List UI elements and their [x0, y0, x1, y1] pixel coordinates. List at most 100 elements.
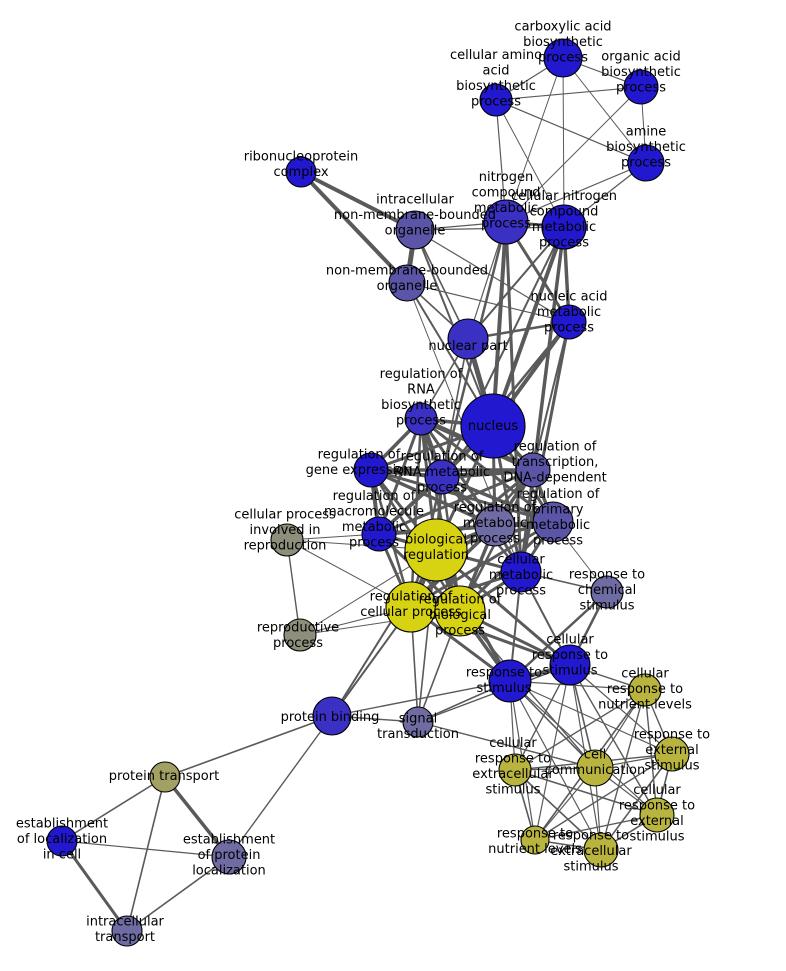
graph-edge — [417, 721, 596, 769]
graph-node-cellular-process-involved-in-reproduction[interactable] — [270, 523, 304, 557]
node-circle[interactable] — [479, 83, 513, 117]
node-circle[interactable] — [46, 825, 78, 857]
graph-edge — [562, 57, 647, 164]
node-circle[interactable] — [543, 38, 583, 78]
node-circle[interactable] — [385, 581, 437, 633]
node-circle[interactable] — [520, 825, 550, 855]
node-circle[interactable] — [639, 797, 675, 833]
graph-edge — [508, 590, 609, 683]
graph-node-protein-transport[interactable] — [149, 761, 181, 793]
graph-node-cellular-metabolic-process[interactable] — [500, 551, 542, 593]
graph-node-cellular-response-to-nutrient-levels[interactable] — [628, 673, 662, 707]
graph-node-intracellular-transport[interactable] — [111, 915, 143, 947]
graph-node-response-to-nutrient-levels[interactable] — [520, 825, 550, 855]
node-circle[interactable] — [500, 551, 542, 593]
graph-node-protein-binding[interactable] — [312, 696, 352, 736]
graph-node-signal-transduction[interactable] — [402, 706, 434, 738]
graph-node-intracellular-non-membrane-bounded-organelle[interactable] — [395, 210, 435, 250]
graph-node-ribonucleoprotein-complex[interactable] — [285, 156, 317, 188]
node-circle[interactable] — [402, 706, 434, 738]
node-circle[interactable] — [628, 673, 662, 707]
node-circle[interactable] — [149, 761, 181, 793]
graph-node-nitrogen-compound-metabolic-process[interactable] — [483, 199, 529, 245]
graph-node-regulation-of-biological-process[interactable] — [434, 585, 486, 637]
graph-node-response-to-stimulus[interactable] — [488, 659, 532, 703]
graph-edge — [414, 229, 570, 323]
graph-node-establishment-of-localization-in-cell[interactable] — [46, 825, 78, 857]
graph-node-cellular-response-to-extracellular-stimulus[interactable] — [498, 753, 532, 787]
node-circle[interactable] — [270, 523, 304, 557]
graph-node-nucleus[interactable] — [460, 393, 526, 459]
graph-edge — [369, 468, 497, 528]
graph-edge — [514, 769, 658, 816]
node-circle[interactable] — [447, 318, 489, 360]
node-circle[interactable] — [474, 505, 516, 547]
graph-node-regulation-of-macromolecule-metabolic-process[interactable] — [361, 516, 397, 552]
graph-edge — [495, 99, 647, 164]
graph-node-organic-acid-biosynthetic-process[interactable] — [623, 69, 659, 105]
graph-edge — [61, 840, 230, 858]
graph-node-cellular-response-to-stimulus[interactable] — [549, 644, 591, 686]
graph-node-regulation-of-primary-metabolic-process[interactable] — [532, 501, 574, 543]
node-circle[interactable] — [488, 659, 532, 703]
node-circle[interactable] — [361, 516, 397, 552]
graph-edge — [299, 170, 417, 232]
graph-node-cellular-nitrogen-compound-metabolic-process[interactable] — [541, 204, 587, 250]
graph-node-response-to-chemical-stimulus[interactable] — [590, 575, 624, 609]
graph-edge — [562, 57, 565, 228]
node-circle[interactable] — [211, 839, 247, 875]
graph-node-regulation-of-transcription-dna-dependent[interactable] — [515, 452, 551, 488]
graph-edge — [377, 520, 555, 536]
node-circle[interactable] — [404, 518, 468, 582]
node-circle[interactable] — [532, 501, 574, 543]
graph-node-regulation-of-gene-expression[interactable] — [353, 452, 389, 488]
graph-edge — [534, 814, 658, 841]
node-circle[interactable] — [404, 402, 438, 436]
node-circle[interactable] — [498, 753, 532, 787]
graph-edge — [514, 689, 646, 771]
graph-node-cellular-amino-acid-biosynthetic-process[interactable] — [479, 83, 513, 117]
node-circle[interactable] — [583, 832, 619, 868]
graph-node-response-to-external-stimulus[interactable] — [654, 736, 690, 772]
node-circle[interactable] — [388, 264, 426, 302]
node-circle[interactable] — [395, 210, 435, 250]
graph-node-cell-communication[interactable] — [576, 749, 614, 787]
node-circle[interactable] — [353, 452, 389, 488]
node-circle[interactable] — [312, 696, 352, 736]
graph-edge — [331, 549, 437, 717]
graph-node-nuclear-part[interactable] — [447, 318, 489, 360]
node-circle[interactable] — [541, 204, 587, 250]
graph-node-nucleic-acid-metabolic-process[interactable] — [551, 304, 587, 340]
graph-node-regulation-of-rna-metabolic-process[interactable] — [424, 459, 460, 495]
graph-node-cellular-response-to-external-stimulus[interactable] — [639, 797, 675, 833]
node-circle[interactable] — [576, 749, 614, 787]
node-circle[interactable] — [283, 618, 317, 652]
graph-node-reproductive-process[interactable] — [283, 618, 317, 652]
graph-node-establishment-of-protein-localization[interactable] — [211, 839, 247, 875]
graph-node-carboxylic-acid-biosynthetic-process[interactable] — [543, 38, 583, 78]
node-circle[interactable] — [285, 156, 317, 188]
node-circle[interactable] — [627, 144, 665, 182]
node-circle[interactable] — [424, 459, 460, 495]
node-circle[interactable] — [460, 393, 526, 459]
graph-node-regulation-of-rna-biosynthetic-process[interactable] — [404, 402, 438, 436]
graph-node-regulation-of-metabolic-process[interactable] — [474, 505, 516, 547]
node-circle[interactable] — [549, 644, 591, 686]
node-circle[interactable] — [483, 199, 529, 245]
node-circle[interactable] — [590, 575, 624, 609]
graph-node-response-to-extracellular-stimulus[interactable] — [583, 832, 619, 868]
node-circle[interactable] — [551, 304, 587, 340]
graph-edge — [126, 776, 166, 932]
node-circle[interactable] — [515, 452, 551, 488]
graph-node-regulation-of-cellular-process[interactable] — [385, 581, 437, 633]
graph-node-biological-regulation[interactable] — [404, 518, 468, 582]
node-circle[interactable] — [111, 915, 143, 947]
node-circle[interactable] — [654, 736, 690, 772]
node-circle[interactable] — [434, 585, 486, 637]
graph-node-amine-biosynthetic-process[interactable] — [627, 144, 665, 182]
graph-node-non-membrane-bounded-organelle[interactable] — [388, 264, 426, 302]
graph-edge — [299, 170, 409, 285]
node-circle[interactable] — [623, 69, 659, 105]
